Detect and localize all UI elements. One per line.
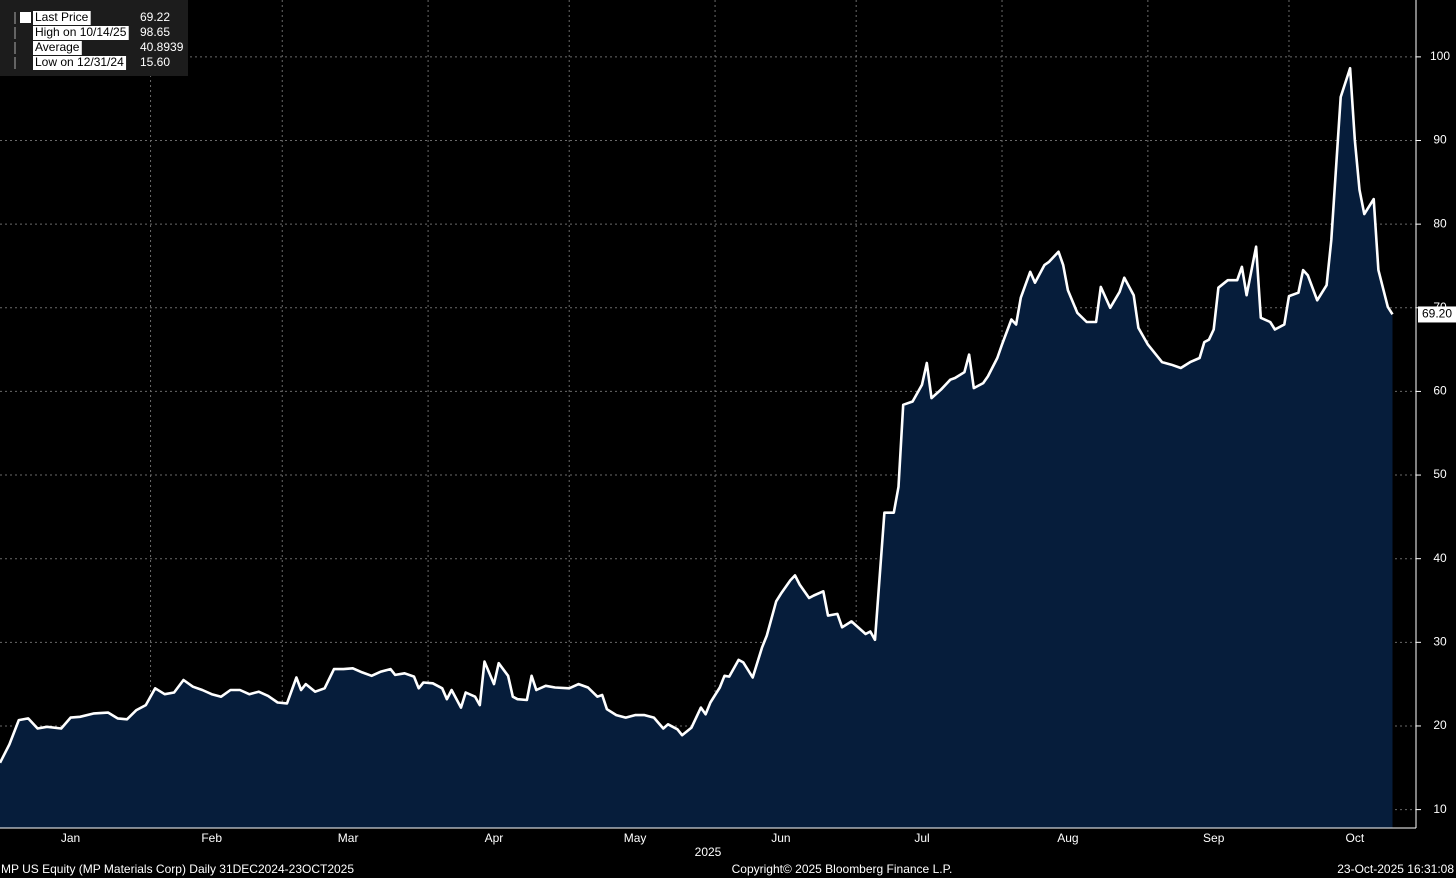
footer-center: Copyright© 2025 Bloomberg Finance L.P. bbox=[732, 862, 953, 876]
legend-label: Low on 12/31/24 bbox=[35, 55, 124, 69]
y-tick-label: 20 bbox=[1433, 718, 1447, 732]
x-tick-label: May bbox=[624, 831, 647, 845]
y-tick-label: 100 bbox=[1430, 49, 1450, 63]
legend-value: 15.60 bbox=[140, 55, 170, 69]
x-tick-label: Oct bbox=[1346, 831, 1365, 845]
y-tick-label: 80 bbox=[1433, 216, 1447, 230]
last-price-tag-label: 69.20 bbox=[1422, 307, 1452, 321]
x-tick-label: Jul bbox=[914, 831, 929, 845]
y-tick-label: 50 bbox=[1433, 467, 1447, 481]
y-tick-label: 40 bbox=[1433, 551, 1447, 565]
x-tick-label: Jun bbox=[771, 831, 790, 845]
legend-label-bg bbox=[33, 26, 129, 40]
x-tick-label: Apr bbox=[485, 831, 504, 845]
x-tick-label: Mar bbox=[338, 831, 359, 845]
y-tick-label: 10 bbox=[1433, 802, 1447, 816]
legend-value: 98.65 bbox=[140, 25, 170, 39]
last-price-tag bbox=[1418, 306, 1456, 323]
legend-label-bg bbox=[33, 41, 82, 55]
footer-left: MP US Equity (MP Materials Corp) Daily 3… bbox=[1, 862, 354, 876]
x-tick-label: Aug bbox=[1057, 831, 1078, 845]
legend-label-bg bbox=[33, 56, 127, 70]
legend-label: Last Price bbox=[35, 10, 89, 24]
y-tick-label: 30 bbox=[1433, 634, 1447, 648]
x-tick-label: Sep bbox=[1203, 831, 1225, 845]
x-tick-label: Feb bbox=[201, 831, 222, 845]
price-area bbox=[0, 68, 1393, 828]
price-line bbox=[0, 66, 1394, 764]
legend-label-bg bbox=[33, 11, 91, 25]
legend-label: Average bbox=[35, 40, 80, 54]
plot-area bbox=[0, 0, 1416, 828]
x-tick-label: Jan bbox=[61, 831, 80, 845]
footer-right: 23-Oct-2025 16:31:08 bbox=[1337, 862, 1454, 876]
y-tick-label: 90 bbox=[1433, 133, 1447, 147]
year-label: 2025 bbox=[695, 845, 722, 859]
legend-value: 40.8939 bbox=[140, 40, 184, 54]
legend-swatch bbox=[20, 12, 31, 23]
y-tick-label: 60 bbox=[1433, 384, 1447, 398]
legend-value: 69.22 bbox=[140, 10, 170, 24]
legend-label: High on 10/14/25 bbox=[35, 25, 127, 39]
